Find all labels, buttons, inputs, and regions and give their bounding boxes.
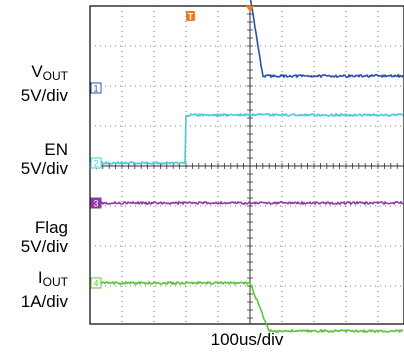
label-flag: Flag 5V/div xyxy=(20,218,68,256)
label-vout: VOUT 5V/div xyxy=(20,62,68,105)
channel-marker-4: 4 xyxy=(90,277,102,289)
channel-marker-text: 1 xyxy=(93,84,98,94)
plot-frame xyxy=(89,5,404,325)
channel-marker-box xyxy=(90,197,102,209)
channel-marker-3: 3 xyxy=(90,197,102,209)
channel-marker-2: 2 xyxy=(90,157,102,169)
time-position-marker xyxy=(246,6,254,12)
timebase-label: 100us/div xyxy=(210,330,284,349)
trace-iout xyxy=(90,280,404,334)
channel-marker-text: 4 xyxy=(93,279,98,289)
trace-flag xyxy=(90,200,404,206)
channel-marker-1: 1 xyxy=(90,82,102,94)
trace-vout xyxy=(249,0,404,79)
channel-marker-box xyxy=(90,277,102,289)
grid xyxy=(89,5,404,324)
trigger-marker: T xyxy=(186,11,195,22)
trigger-marker-box xyxy=(186,11,195,21)
trace-en xyxy=(90,112,404,166)
trigger-marker-text: T xyxy=(188,12,194,22)
channel-marker-text: 3 xyxy=(93,199,98,209)
channel-marker-box xyxy=(90,157,102,169)
channel-marker-box xyxy=(90,82,102,94)
label-en: EN 5V/div xyxy=(20,140,68,178)
label-iout: IOUT 1A/div xyxy=(20,268,68,311)
channel-marker-text: 2 xyxy=(93,159,98,169)
